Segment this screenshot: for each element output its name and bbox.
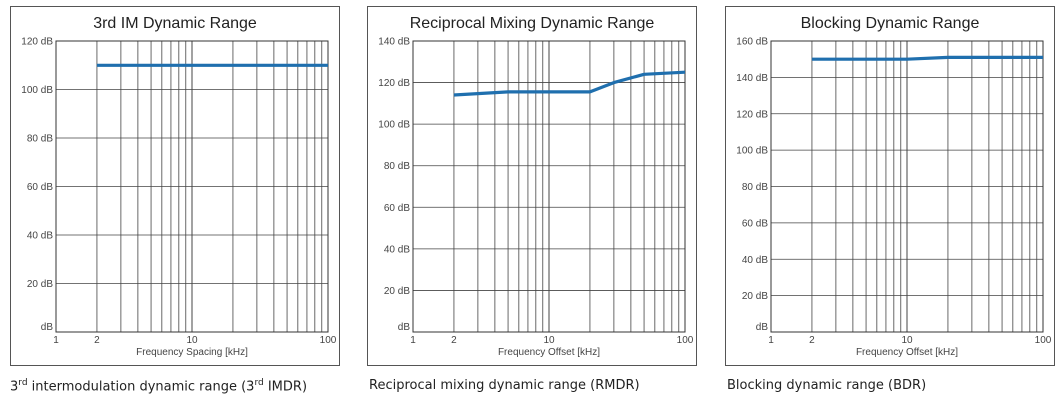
x-tick-label: 2	[451, 335, 457, 346]
y-tick-label: 60 dB	[27, 182, 53, 193]
chart-imdr: 3rd IM Dynamic Range dB 20 dB 40 dB 60 dB 80 …	[10, 6, 340, 366]
y-tick-label: 100 dB	[378, 120, 410, 131]
x-tick-label: 1	[53, 335, 59, 346]
y-tick-label: 120 dB	[21, 37, 53, 48]
y-tick-label: 80 dB	[742, 182, 768, 193]
chart-title: 3rd IM Dynamic Range	[93, 15, 257, 32]
x-tick-label: 100	[677, 335, 694, 346]
caption-rmdr: Reciprocal mixing dynamic range (RMDR)	[369, 378, 640, 393]
y-tick-label: 100 dB	[736, 146, 768, 157]
x-axis-label: Frequency Offset [kHz]	[856, 347, 958, 358]
x-axis-label: Frequency Offset [kHz]	[498, 347, 600, 358]
x-tick-label: 1	[768, 335, 774, 346]
series-line-0	[811, 55, 1043, 61]
y-tick-label: 100 dB	[21, 85, 53, 96]
y-tick-label: 40 dB	[742, 255, 768, 266]
y-tick-label: 20 dB	[384, 286, 410, 297]
y-tick-label: 80 dB	[27, 134, 53, 145]
y-tick-label: dB	[398, 322, 411, 333]
panel-frame	[367, 6, 697, 366]
y-tick-label: 80 dB	[384, 161, 410, 172]
chart-title: Blocking Dynamic Range	[801, 15, 980, 32]
chart-rmdr: Reciprocal Mixing Dynamic Range dB 20 dB 40…	[367, 6, 697, 366]
x-tick-label: 100	[1035, 335, 1052, 346]
x-tick-label: 10	[901, 335, 913, 346]
chart-panel-imdr: 3rd IM Dynamic Range dB 20 dB 40 dB 60 dB 80 …	[10, 6, 340, 366]
x-tick-label: 10	[543, 335, 555, 346]
plot-frame	[770, 40, 1044, 333]
y-tick-label: 20 dB	[27, 279, 53, 290]
y-tick-label: 140 dB	[736, 73, 768, 84]
y-tick-label: 120 dB	[736, 109, 768, 120]
y-tick-label: 60 dB	[742, 218, 768, 229]
panel-frame	[725, 6, 1055, 366]
plot-frame	[55, 40, 329, 333]
panel-frame	[10, 6, 340, 366]
y-tick-label: 40 dB	[384, 244, 410, 255]
y-tick-label: 60 dB	[384, 203, 410, 214]
chart-title: Reciprocal Mixing Dynamic Range	[410, 15, 655, 32]
x-axis-label: Frequency Spacing [kHz]	[136, 347, 248, 358]
y-tick-label: 40 dB	[27, 231, 53, 242]
chart-panel-rmdr: Reciprocal Mixing Dynamic Range dB 20 dB 40…	[367, 6, 697, 366]
y-tick-label: 120 dB	[378, 78, 410, 89]
x-tick-label: 2	[809, 335, 815, 346]
y-tick-label: 20 dB	[742, 291, 768, 302]
caption-imdr: 3rd intermodulation dynamic range (3rd I…	[10, 378, 308, 395]
x-tick-label: 10	[186, 335, 198, 346]
caption-bdr: Blocking dynamic range (BDR)	[727, 378, 927, 393]
chart-panel-bdr: Blocking Dynamic Range dB 20 dB 40 dB 60 dB 8…	[725, 6, 1055, 366]
y-tick-label: 160 dB	[736, 37, 768, 48]
x-tick-label: 1	[410, 335, 416, 346]
chart-bdr: Blocking Dynamic Range dB 20 dB 40 dB 60 dB 8…	[725, 6, 1055, 366]
y-tick-label: dB	[756, 322, 769, 333]
y-tick-label: 140 dB	[378, 37, 410, 48]
x-tick-label: 100	[320, 335, 337, 346]
series-line-0	[453, 70, 686, 97]
y-tick-label: dB	[41, 322, 54, 333]
plot-frame	[412, 40, 686, 333]
x-tick-label: 2	[94, 335, 100, 346]
